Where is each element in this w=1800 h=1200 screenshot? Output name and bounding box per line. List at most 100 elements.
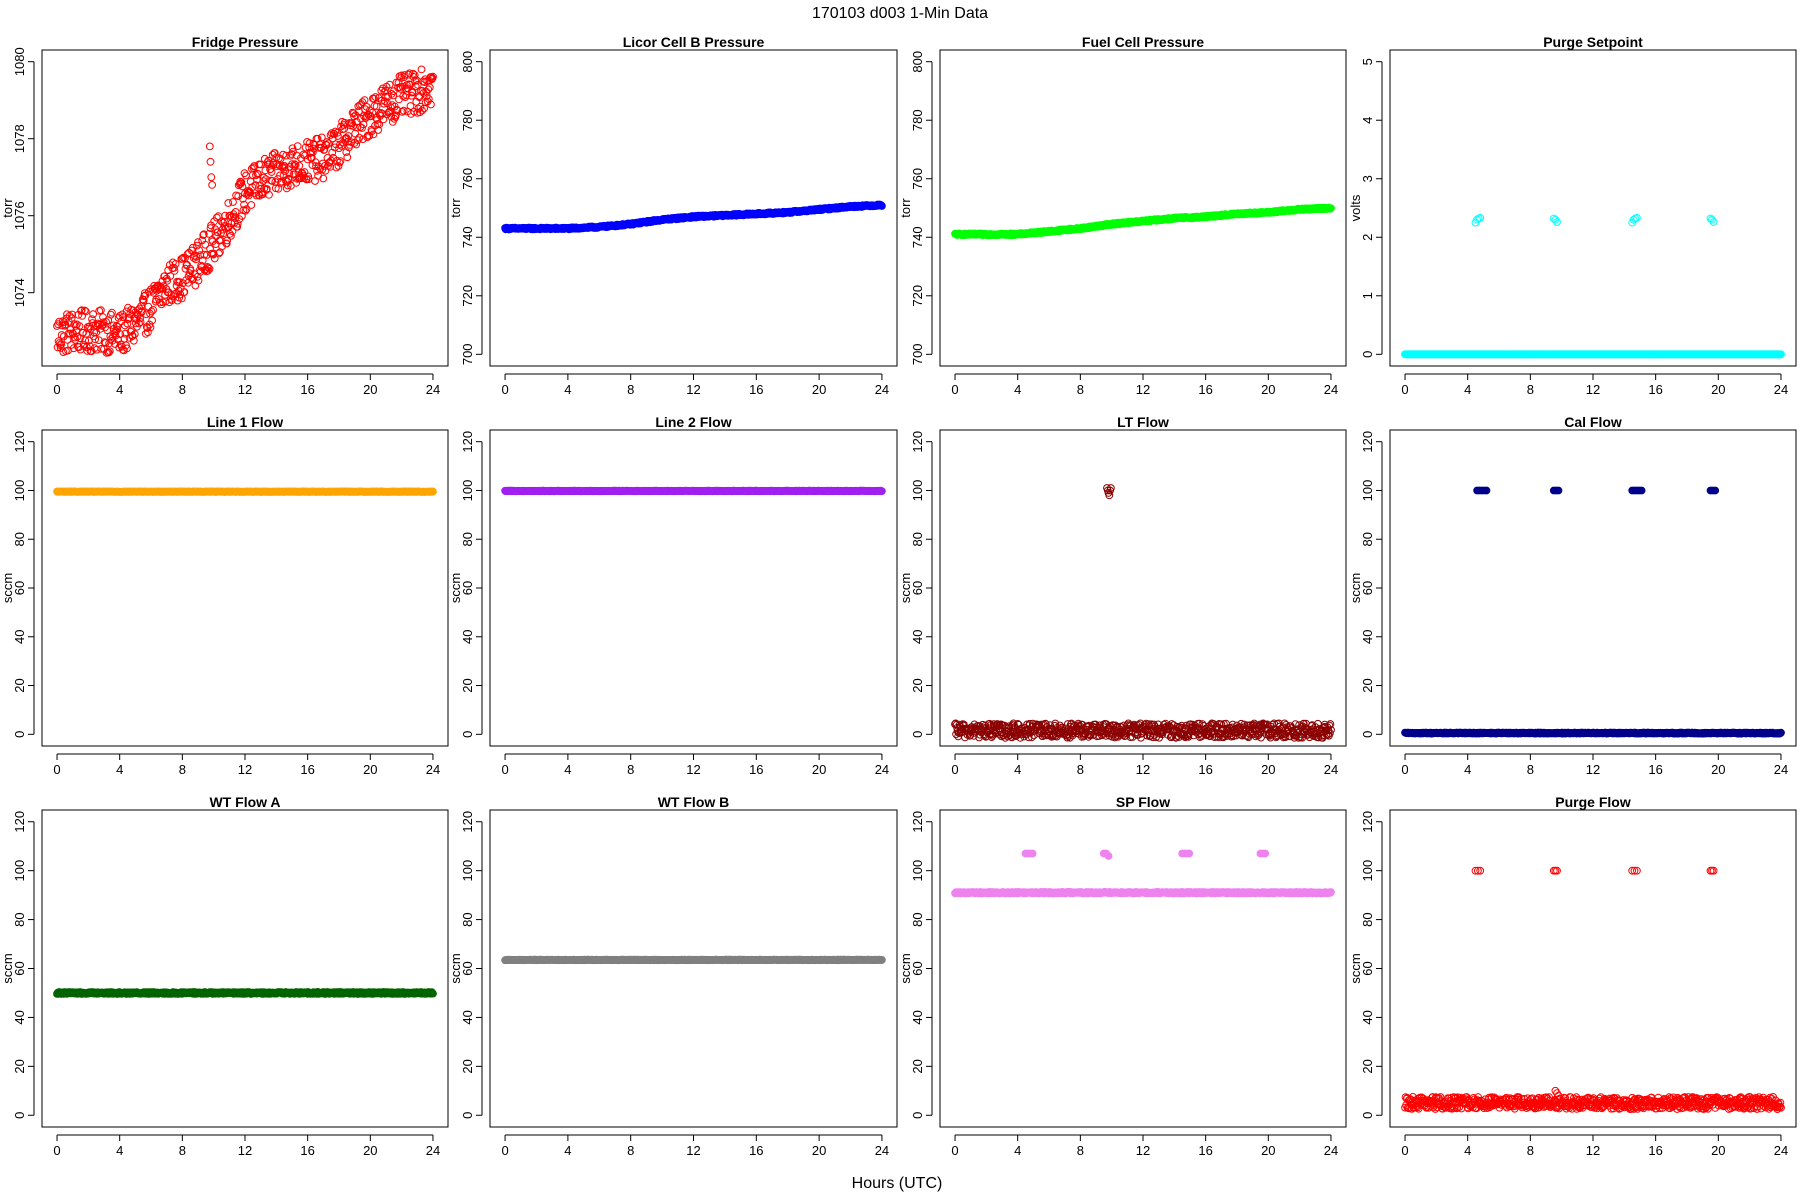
data-point [156, 298, 164, 307]
data-point [355, 133, 364, 142]
data-point [194, 276, 203, 285]
data-point [222, 239, 231, 248]
data-point [75, 322, 84, 330]
data-points [501, 200, 886, 234]
data-point [132, 319, 140, 328]
data-points [53, 65, 437, 357]
data-point [411, 82, 420, 91]
y-tick-label: 40 [910, 630, 925, 644]
y-tick-label: 780 [910, 109, 925, 131]
data-point [353, 123, 362, 132]
x-tick-label: 12 [1586, 382, 1600, 397]
x-tick-label: 4 [1464, 382, 1471, 397]
y-tick-label: 720 [460, 285, 475, 307]
data-point [56, 341, 65, 350]
x-tick-label: 12 [238, 762, 252, 777]
data-point [135, 304, 144, 313]
data-point [878, 202, 886, 210]
data-point [358, 124, 366, 132]
y-tick-label: 80 [12, 532, 27, 546]
x-tick-label: 20 [363, 382, 377, 397]
data-point [429, 72, 437, 81]
data-point [295, 161, 304, 170]
data-point [309, 148, 317, 157]
data-point [112, 322, 121, 330]
data-point [224, 199, 233, 207]
data-point [125, 313, 134, 322]
x-tick-label: 20 [1711, 382, 1725, 397]
data-point [239, 194, 247, 203]
data-point [323, 138, 331, 146]
data-point [259, 177, 268, 185]
data-point [366, 112, 375, 121]
data-point [246, 188, 255, 197]
panel-title: Line 1 Flow [207, 414, 283, 430]
data-point [257, 184, 266, 193]
y-tick-label: 120 [460, 431, 475, 453]
x-tick-label: 8 [1077, 762, 1084, 777]
y-tick-label: 20 [460, 678, 475, 692]
y-tick-label: 80 [910, 532, 925, 546]
data-point [358, 98, 367, 106]
data-points [1401, 214, 1785, 359]
data-point [280, 163, 289, 172]
x-tick-label: 24 [1324, 382, 1338, 397]
data-point [140, 292, 149, 301]
data-point [349, 109, 358, 118]
outlier-point [207, 173, 216, 182]
y-tick-label: 0 [460, 731, 475, 738]
x-tick-label: 4 [1014, 382, 1021, 397]
panel-title: Licor Cell B Pressure [623, 34, 765, 50]
data-point [378, 84, 387, 93]
data-point [217, 217, 226, 226]
data-point [369, 130, 378, 139]
data-point [104, 348, 113, 357]
panel-title: Fridge Pressure [192, 34, 299, 50]
y-tick-label: 100 [460, 480, 475, 502]
data-point [145, 287, 153, 296]
x-tick-label: 16 [749, 762, 763, 777]
data-point [199, 231, 208, 240]
x-tick-label: 4 [116, 382, 123, 397]
data-point [342, 134, 351, 143]
data-point [66, 325, 75, 334]
x-tick-label: 4 [564, 762, 571, 777]
data-point [387, 90, 396, 98]
outlier-point [206, 157, 215, 166]
data-point [385, 108, 394, 116]
x-tick-label: 8 [627, 382, 634, 397]
data-point [97, 345, 106, 353]
data-point [1327, 204, 1335, 213]
data-point [201, 240, 210, 249]
data-point [215, 249, 223, 258]
data-point [198, 256, 207, 265]
data-point [393, 106, 402, 115]
data-point [200, 250, 209, 259]
data-point [392, 111, 400, 120]
data-point [53, 322, 61, 330]
data-points [951, 203, 1335, 240]
data-point [268, 177, 277, 185]
data-point [71, 322, 80, 330]
data-point [148, 316, 157, 325]
x-tick-label: 16 [300, 382, 314, 397]
x-tick-label: 20 [812, 762, 826, 777]
data-point [290, 160, 299, 169]
plot-frame [939, 429, 1347, 747]
data-point [204, 266, 212, 275]
data-point [181, 264, 190, 273]
y-tick-label: 0 [1360, 351, 1375, 358]
data-point [416, 108, 424, 117]
data-point [414, 104, 423, 113]
y-tick-label: 1076 [12, 201, 27, 230]
data-point [99, 318, 108, 327]
data-point [269, 160, 278, 169]
data-point [305, 139, 314, 148]
data-point [132, 315, 141, 324]
data-point [218, 242, 226, 251]
data-point [189, 274, 198, 283]
panel-title: Fuel Cell Pressure [1082, 34, 1204, 50]
